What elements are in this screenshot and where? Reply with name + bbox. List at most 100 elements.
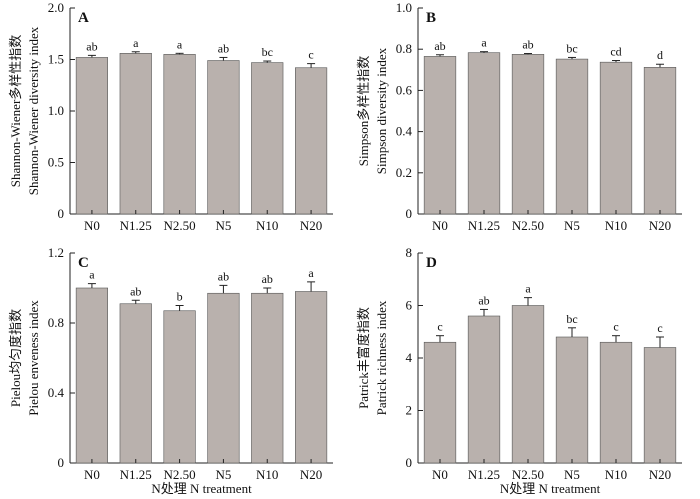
significance-label: a xyxy=(308,266,314,280)
y-tick-label: 1.0 xyxy=(396,0,412,15)
significance-label: c xyxy=(613,320,618,334)
x-tick-label: N10 xyxy=(256,467,278,482)
x-tick-label: N0 xyxy=(84,218,100,233)
x-tick-label: N1.25 xyxy=(120,467,152,482)
y-axis-label-english: Pielou enveness index xyxy=(26,300,41,416)
x-tick-label: N2.50 xyxy=(164,218,196,233)
panel-letter: D xyxy=(426,255,437,271)
significance-label: ab xyxy=(130,284,141,298)
chart-panel-b: 0 0.2 0.4 0.6 0.8 1.0 ab N0 a N1.25 ab N2.50 bc N5 cd N… xyxy=(356,0,682,233)
bar-n1.25 xyxy=(467,52,501,215)
bar-n0 xyxy=(423,56,457,215)
significance-label: bc xyxy=(262,45,273,59)
bar-n0 xyxy=(423,341,457,464)
panel-letter: B xyxy=(426,10,436,26)
bar-n10 xyxy=(599,61,633,215)
significance-label: ab xyxy=(86,39,97,53)
x-tick-label: N10 xyxy=(605,467,627,482)
x-tick-label: N0 xyxy=(84,467,100,482)
x-tick-label: N20 xyxy=(649,218,671,233)
x-tick-label: N1.25 xyxy=(120,218,152,233)
bar-n2.50 xyxy=(163,310,196,464)
bar-n1.25 xyxy=(467,315,501,464)
bar-n5 xyxy=(207,60,240,215)
y-tick-label: 0.5 xyxy=(48,155,64,170)
significance-label: c xyxy=(437,320,442,334)
y-tick-label: 8 xyxy=(406,245,413,260)
bar-n10 xyxy=(251,62,284,215)
x-tick-label: N10 xyxy=(605,218,627,233)
x-tick-label: N20 xyxy=(300,218,322,233)
x-axis-label: N处理 N treatment xyxy=(151,481,252,496)
significance-label: a xyxy=(133,36,139,50)
bar-n20 xyxy=(295,291,328,464)
x-tick-label: N5 xyxy=(564,467,580,482)
x-tick-label: N5 xyxy=(215,467,231,482)
significance-label: a xyxy=(177,37,183,51)
significance-label: ab xyxy=(262,272,273,286)
chart-panel-a: 0 0.5 1.0 1.5 2.0 ab N0 a N1.25 a N2.50 ab N5 bc N10 c N… xyxy=(8,0,333,233)
significance-label: ab xyxy=(218,41,229,55)
y-tick-label: 0.4 xyxy=(396,124,413,139)
y-tick-label: 0.8 xyxy=(396,41,412,56)
significance-label: ab xyxy=(478,293,489,307)
significance-label: b xyxy=(177,290,183,304)
x-tick-label: N1.25 xyxy=(468,467,500,482)
y-tick-label: 0.4 xyxy=(48,385,65,400)
x-tick-label: N5 xyxy=(564,218,580,233)
significance-label: ab xyxy=(522,38,533,52)
y-axis-label-english: Simpson diversity index xyxy=(374,47,389,174)
significance-label: c xyxy=(657,321,662,335)
bar-n5 xyxy=(555,58,589,215)
significance-label: d xyxy=(657,48,663,62)
bar-n1.25 xyxy=(119,303,152,464)
panel-letter: A xyxy=(78,10,89,26)
bar-n2.50 xyxy=(163,54,196,215)
significance-label: a xyxy=(481,36,487,50)
y-tick-label: 0.8 xyxy=(48,315,64,330)
bar-n0 xyxy=(75,57,108,215)
x-tick-label: N20 xyxy=(649,467,671,482)
significance-label: cd xyxy=(610,45,621,59)
y-tick-label: 2.0 xyxy=(48,0,64,15)
y-tick-label: 0 xyxy=(58,206,65,221)
bar-n1.25 xyxy=(119,53,152,215)
significance-label: a xyxy=(89,268,95,282)
x-tick-label: N2.50 xyxy=(512,467,544,482)
x-axis-label: N处理 N treatment xyxy=(500,481,601,496)
significance-label: ab xyxy=(218,269,229,283)
bar-n10 xyxy=(251,292,284,464)
chart-panel-d: 0 2 4 6 8 c N0 ab N1.25 a N2.50 bc N5 c N10 c N20 D Patric… xyxy=(356,245,682,496)
y-axis-label-english: Shannon-Wiener diversity index xyxy=(26,26,41,195)
x-tick-label: N2.50 xyxy=(164,467,196,482)
y-tick-label: 1.5 xyxy=(48,52,64,67)
bar-n2.50 xyxy=(511,305,545,464)
panel-letter: C xyxy=(78,255,89,271)
y-tick-label: 2 xyxy=(406,403,413,418)
y-axis-label-chinese: Simpson多样性指数 xyxy=(356,56,371,167)
x-tick-label: N0 xyxy=(432,467,448,482)
x-tick-label: N0 xyxy=(432,218,448,233)
y-tick-label: 0 xyxy=(406,455,413,470)
y-axis-label-chinese: Patrick丰富度指数 xyxy=(356,307,371,409)
bar-n20 xyxy=(643,347,677,464)
significance-label: c xyxy=(308,48,313,62)
chart-panel-c: 0 0.4 0.8 1.2 a N0 ab N1.25 b N2.50 ab N5 ab N10 a N20 C… xyxy=(8,245,333,496)
x-tick-label: N2.50 xyxy=(512,218,544,233)
x-tick-label: N1.25 xyxy=(468,218,500,233)
bar-n10 xyxy=(599,341,633,464)
y-axis-label-chinese: Shannon-Wiener多样性指数 xyxy=(8,35,23,188)
significance-label: bc xyxy=(566,41,577,55)
bar-n0 xyxy=(75,287,108,464)
significance-label: bc xyxy=(566,312,577,326)
x-tick-label: N5 xyxy=(215,218,231,233)
significance-label: a xyxy=(525,282,531,296)
y-tick-label: 1.2 xyxy=(48,245,64,260)
bar-n5 xyxy=(555,336,589,464)
bar-n20 xyxy=(295,67,328,215)
y-tick-label: 0.2 xyxy=(396,165,412,180)
y-tick-label: 0 xyxy=(406,206,413,221)
significance-label: ab xyxy=(434,39,445,53)
y-tick-label: 0.6 xyxy=(396,82,413,97)
